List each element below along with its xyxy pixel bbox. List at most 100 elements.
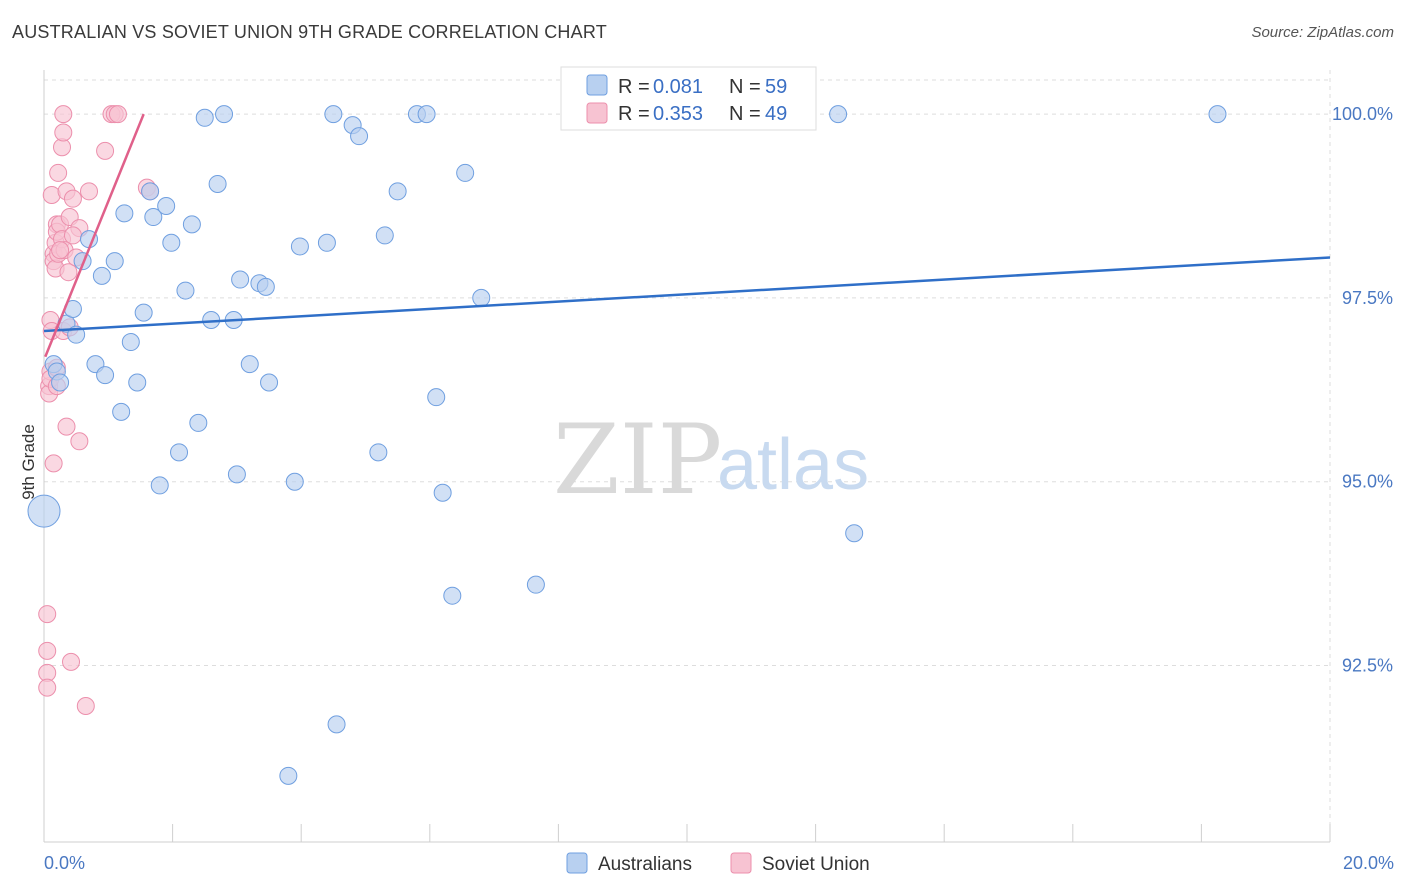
australians-point (157, 197, 176, 216)
australians-point (327, 715, 346, 734)
australians-point (92, 266, 111, 285)
soviet-union-point (80, 182, 99, 201)
australians-point (182, 215, 201, 234)
y-tick-labels: 100.0% 97.5% 95.0% 92.5% (1332, 104, 1393, 675)
australians-point (443, 586, 462, 605)
australians-point (128, 373, 147, 392)
chart-title: AUSTRALIAN VS SOVIET UNION 9TH GRADE COR… (12, 22, 607, 42)
trendlines (43, 113, 1331, 358)
australians-point (433, 483, 452, 502)
legend-r-value-2: 0.353 (653, 103, 703, 125)
soviet-union-points (38, 105, 160, 715)
australians-point (845, 524, 864, 543)
australians-point (27, 494, 61, 528)
australians-point (51, 373, 70, 392)
australians-point (829, 105, 848, 124)
soviet-union-point (76, 696, 95, 715)
australians-point (375, 226, 394, 245)
soviet-union-point (38, 641, 57, 660)
soviet-union-point (38, 605, 57, 624)
legend-r-value-1: 0.081 (653, 76, 703, 98)
australians-point (456, 163, 475, 182)
series-legend: Australians Soviet Union (566, 852, 870, 875)
australians-point (231, 270, 250, 289)
legend-n-label-2: N = (729, 103, 761, 125)
legend-n-value-1: 59 (765, 76, 787, 98)
australians-point (427, 388, 446, 407)
australians-point (324, 105, 343, 124)
australians-point (141, 182, 160, 201)
soviet-union-point (38, 678, 57, 697)
legend-swatch-pink (586, 102, 608, 124)
australians-point (121, 333, 140, 352)
australians-point (285, 472, 304, 491)
australians-point (227, 465, 246, 484)
legend-r-label-2: R = (618, 103, 650, 125)
series-legend-swatch-soviet-union (730, 852, 752, 874)
soviet-union-point (51, 241, 70, 260)
australians-point (208, 174, 227, 193)
soviet-union-point (63, 189, 82, 208)
australians-point (472, 288, 491, 307)
y-tick-label: 97.5% (1342, 288, 1393, 308)
australians-point (162, 233, 181, 252)
australians-point (388, 182, 407, 201)
soviet-union-point (44, 454, 63, 473)
australians-point (170, 443, 189, 462)
australians-point (417, 105, 436, 124)
australians-trendline (43, 256, 1331, 333)
soviet-union-point (63, 226, 82, 245)
legend-n-value-2: 49 (765, 103, 787, 125)
soviet-union-point (62, 652, 81, 671)
watermark-atlas: atlas (717, 425, 869, 505)
soviet-union-point (96, 141, 115, 160)
australians-point (144, 208, 163, 227)
watermark: ZIP atlas (553, 404, 869, 516)
australians-point (369, 443, 388, 462)
source-label: Source: ZipAtlas.com (1251, 24, 1394, 41)
australians-point (279, 766, 298, 785)
australians-point (317, 233, 336, 252)
australians-point (215, 105, 234, 124)
australians-point (240, 355, 259, 374)
australians-point (134, 303, 153, 322)
australians-point (189, 413, 208, 432)
soviet-union-point (70, 432, 89, 451)
watermark-zip: ZIP (553, 404, 722, 516)
australians-point (96, 366, 115, 385)
australians-point (1208, 105, 1227, 124)
australians-point (150, 476, 169, 495)
soviet-union-point (42, 185, 61, 204)
australians-point (290, 237, 309, 256)
x-tick-labels: 0.0% 20.0% (44, 853, 1394, 873)
legend-r-label-1: R = (618, 76, 650, 98)
australians-point (526, 575, 545, 594)
australians-point (115, 204, 134, 223)
y-axis-title: 9th Grade (19, 424, 38, 500)
soviet-union-point (49, 163, 68, 182)
soviet-union-point (54, 105, 73, 124)
y-tick-label: 92.5% (1342, 656, 1393, 676)
soviet-union-trendline (44, 113, 145, 358)
australians-point (260, 373, 279, 392)
legend-n-label-1: N = (729, 76, 761, 98)
series-legend-australians: Australians (598, 854, 692, 875)
y-tick-label: 95.0% (1342, 472, 1393, 492)
x-tick-label: 20.0% (1343, 853, 1394, 873)
series-legend-soviet-union: Soviet Union (762, 854, 870, 875)
soviet-union-point (57, 417, 76, 436)
x-tick-label: 0.0% (44, 853, 85, 873)
legend-swatch-blue (586, 74, 608, 96)
australians-point (112, 402, 131, 421)
series-legend-swatch-australians (566, 852, 588, 874)
australians-point (195, 108, 214, 127)
australians-point (256, 277, 275, 296)
stats-legend: R = 0.081 N = 59 R = 0.353 N = 49 (560, 66, 817, 131)
australians-point (350, 127, 369, 146)
soviet-union-point (59, 263, 78, 282)
soviet-union-point (54, 123, 73, 142)
soviet-union-point (108, 105, 127, 124)
y-tick-label: 100.0% (1332, 104, 1393, 124)
australians-point (105, 252, 124, 271)
